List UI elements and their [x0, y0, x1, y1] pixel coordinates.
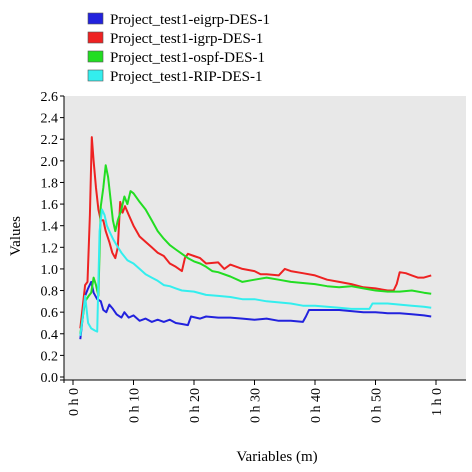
x-tick-label: 0 h 50: [370, 388, 385, 423]
legend-swatch-2: [87, 31, 104, 44]
y-tick-label: 2.0: [41, 155, 59, 170]
y-tick-label: 0.8: [41, 285, 59, 300]
y-tick-label: 2.2: [41, 133, 59, 148]
y-tick-label: 1.4: [41, 220, 59, 235]
legend-swatch-1: [87, 12, 104, 25]
series-line-4: [79, 208, 432, 337]
y-tick-label: 1.2: [41, 241, 59, 256]
series-line-3: [79, 164, 432, 334]
legend-label-3: Project_test1-ospf-DES-1: [110, 50, 265, 66]
y-tick-label: 1.0: [41, 263, 59, 278]
y-tick-label: 2.4: [41, 112, 59, 127]
legend-label-2: Project_test1-igrp-DES-1: [110, 31, 263, 47]
x-axis: 0 h 0 0 h 10 0 h 20 0 h 30 0 h 40 0 h 50 1 h 0: [60, 379, 466, 423]
y-axis: 0.0 0.2 0.4 0.6 0.8 1.0 1.2 1.4 1.6 1.8 2.0 2.2 2.4 2…: [41, 90, 65, 386]
y-tick-label: 0.2: [41, 349, 59, 364]
legend: Project_test1-eigrp-DES-1 Project_test1-i…: [87, 12, 270, 85]
legend-swatch-4: [87, 69, 104, 82]
x-tick-label: 1 h 0: [430, 388, 445, 416]
x-tick-label: 0 h 10: [128, 388, 143, 423]
y-axis-title: Values: [8, 216, 24, 256]
x-axis-title: Variables (m): [236, 449, 317, 465]
y-tick-label: 2.6: [41, 90, 59, 105]
x-tick-label: 0 h 40: [309, 388, 324, 423]
y-tick-label: 0.0: [41, 371, 59, 386]
legend-label-1: Project_test1-eigrp-DES-1: [110, 12, 270, 28]
y-tick-label: 1.8: [41, 176, 59, 191]
legend-label-4: Project_test1-RIP-DES-1: [110, 69, 262, 85]
legend-swatch-3: [87, 50, 104, 63]
y-tick-label: 1.6: [41, 198, 59, 213]
y-tick-label: 0.4: [41, 328, 59, 343]
series-line-1: [79, 280, 432, 340]
x-tick-label: 0 h 0: [67, 388, 82, 416]
plot-area: [64, 96, 466, 380]
x-tick-label: 0 h 30: [249, 388, 264, 423]
x-tick-label: 0 h 20: [188, 388, 203, 423]
y-tick-label: 0.6: [41, 306, 59, 321]
series-lines: [79, 136, 432, 340]
